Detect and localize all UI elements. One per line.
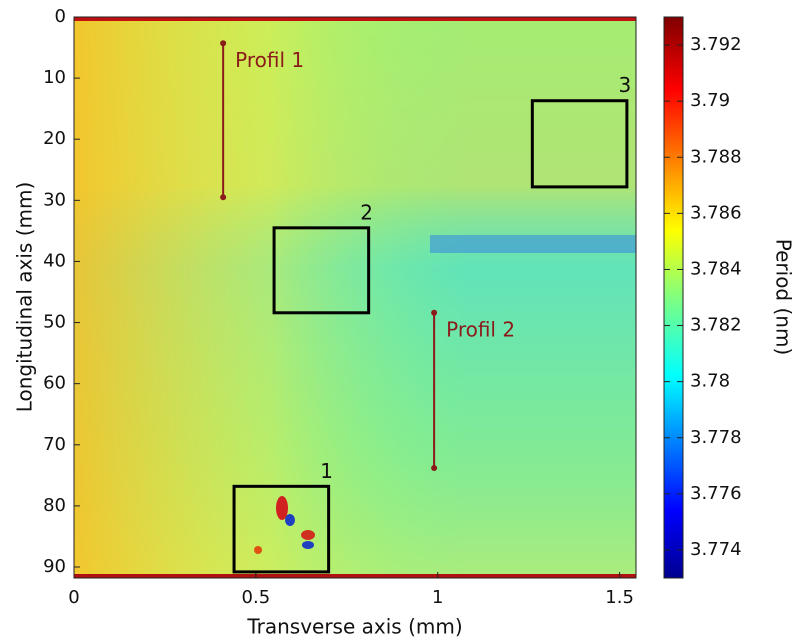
colorbar-tick-label: 3.774 (690, 539, 742, 560)
colorbar-tick-label: 3.788 (690, 146, 742, 167)
y-tick-label: 50 (43, 312, 66, 333)
x-tick-label: 1.5 (605, 587, 634, 608)
region-label: 3 (619, 73, 632, 97)
plot-frame (73, 16, 637, 579)
profile-label: Profil 1 (235, 48, 304, 72)
y-tick-label: 70 (43, 434, 66, 455)
y-tick-label: 90 (43, 556, 66, 577)
region-box (530, 99, 629, 189)
x-tick-label: 0.5 (242, 587, 271, 608)
colorbar-tick-label: 3.78 (690, 371, 730, 392)
y-tick-label: 10 (43, 67, 66, 88)
colorbar-tick-label: 3.776 (690, 483, 742, 504)
colorbar-tick-label: 3.786 (690, 202, 742, 223)
y-tick-label: 20 (43, 128, 66, 149)
region-label: 1 (320, 459, 333, 483)
y-tick-label: 30 (43, 189, 66, 210)
y-tick-label: 80 (43, 495, 66, 516)
x-tick-label: 1 (432, 587, 443, 608)
profile-label: Profil 2 (446, 317, 515, 341)
colorbar-tick-label: 3.778 (690, 427, 742, 448)
profile-end (220, 194, 227, 201)
colorbar-tick-label: 3.782 (690, 315, 742, 336)
y-tick-label: 0 (55, 6, 66, 27)
y-axis-label: Longitudinal axis (mm) (13, 182, 37, 413)
x-axis-label: Transverse axis (mm) (246, 615, 462, 639)
profile-end (431, 465, 438, 471)
region-box (232, 484, 331, 574)
colorbar-tick-label: 3.79 (690, 90, 730, 111)
heatmap-image (74, 17, 636, 578)
y-tick-label: 40 (43, 250, 66, 271)
profile-end (220, 40, 227, 47)
y-tick-label: 60 (43, 373, 66, 394)
region-label: 2 (360, 200, 373, 224)
profile-end (431, 309, 438, 316)
x-tick-label: 0 (68, 587, 79, 608)
colorbar-tick-label: 3.784 (690, 258, 742, 279)
region-box (272, 226, 371, 315)
colorbar-tick-label: 3.792 (690, 34, 742, 55)
colorbar-label: Period (nm) (772, 239, 796, 355)
